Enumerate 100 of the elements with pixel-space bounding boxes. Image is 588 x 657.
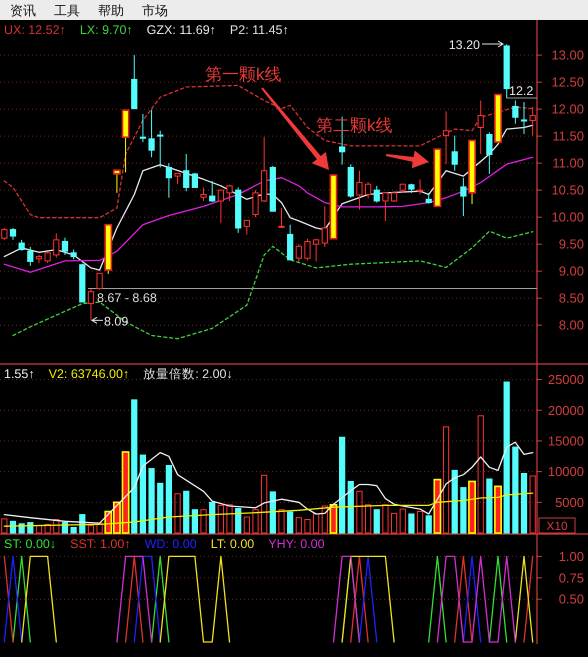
series-label: ST: 0.00↓	[4, 537, 56, 551]
candlestick	[200, 186, 207, 202]
bar	[382, 504, 389, 534]
bar	[148, 468, 155, 534]
y-tick-label: 11.00	[552, 156, 584, 171]
text: 帮助	[98, 3, 124, 18]
bar	[131, 399, 138, 534]
annotation: 8.67 - 8.68	[97, 291, 157, 305]
candlestick	[218, 190, 224, 224]
candlestick	[1, 227, 8, 240]
candlestick	[88, 288, 94, 321]
line-series	[12, 230, 534, 340]
text: LX: 9.70↑	[80, 23, 133, 37]
bar	[244, 516, 250, 534]
candlestick	[296, 244, 302, 262]
bar	[504, 382, 510, 534]
y-tick-label: 11.50	[552, 128, 584, 144]
series-label: YHY: 0.00	[268, 537, 325, 551]
bar	[192, 509, 198, 534]
candlestick	[452, 135, 458, 172]
bar	[512, 446, 518, 534]
y-tick-label: 20000	[548, 402, 584, 418]
text: 资讯	[10, 3, 36, 18]
bar	[174, 493, 181, 534]
candlestick	[400, 183, 406, 194]
bar	[53, 519, 60, 534]
bar	[364, 504, 372, 534]
candlestick	[530, 106, 536, 136]
bar	[452, 470, 458, 534]
line-series	[4, 442, 534, 524]
candlestick	[278, 207, 285, 228]
bar	[200, 509, 207, 534]
bar	[157, 482, 164, 534]
bar	[183, 490, 190, 534]
annotation: 12.2	[509, 84, 534, 98]
candlestick	[62, 237, 68, 256]
bar	[426, 515, 432, 534]
bar	[460, 487, 466, 534]
bar	[400, 508, 406, 534]
text: V2: 63746.00↑	[48, 367, 130, 381]
y-tick-label: 25000	[548, 372, 584, 388]
candlestick	[460, 177, 466, 217]
candlestick	[382, 192, 389, 222]
y-tick-label: 10.00	[551, 210, 584, 225]
bar	[530, 475, 536, 534]
y-tick-label: 5000	[555, 494, 584, 510]
y-tick-label: 9.00	[558, 264, 584, 279]
bar	[166, 464, 172, 534]
candlestick	[304, 238, 311, 261]
candlestick	[313, 238, 320, 262]
bar	[226, 504, 233, 534]
bar	[270, 491, 276, 534]
y-tick-label: 8.00	[558, 318, 584, 333]
candlestick	[10, 227, 16, 240]
bar	[520, 472, 528, 534]
candlestick	[512, 100, 518, 124]
bar	[140, 454, 146, 534]
candlestick	[140, 113, 146, 143]
candlestick	[416, 178, 424, 195]
candlestick	[364, 182, 372, 199]
candlestick	[183, 153, 190, 192]
bar	[252, 509, 259, 534]
candlestick	[148, 109, 155, 158]
bar	[330, 504, 338, 534]
y-tick-label: 10.50	[551, 182, 584, 198]
bar	[416, 511, 424, 534]
y-tick-label: 12.50	[551, 74, 584, 90]
series-label: WD: 0.00	[144, 537, 197, 551]
bar	[339, 436, 346, 534]
bar	[44, 524, 51, 534]
bar	[478, 415, 484, 534]
candlestick	[27, 246, 34, 266]
candlestick	[374, 185, 380, 204]
series-label: LT: 0.00	[210, 537, 254, 551]
bar	[261, 474, 268, 534]
bar	[408, 513, 415, 534]
y-axis-title: X10	[546, 519, 568, 533]
candlestick	[408, 183, 415, 194]
bar	[390, 512, 398, 534]
y-tick-label: 9.50	[558, 236, 584, 252]
candlestick	[157, 130, 164, 168]
bar	[356, 490, 363, 534]
candlestick	[442, 110, 450, 165]
bar	[287, 512, 294, 534]
bar	[218, 504, 224, 534]
candlestick	[18, 239, 25, 252]
bar	[374, 509, 380, 534]
candlestick	[174, 172, 181, 185]
candlestick	[390, 190, 398, 203]
text: 市场	[142, 3, 168, 18]
candlestick	[113, 169, 121, 194]
text: UX: 12.52↑	[4, 23, 66, 37]
bar	[296, 517, 302, 534]
candlestick	[70, 249, 77, 260]
annotation: 放量倍数: 2.00↓	[143, 367, 233, 381]
y-tick-label: 1.00	[558, 548, 584, 564]
candlestick	[209, 180, 216, 203]
bar	[348, 480, 354, 534]
bar	[88, 525, 94, 534]
y-tick-label: 12.00	[551, 102, 584, 117]
